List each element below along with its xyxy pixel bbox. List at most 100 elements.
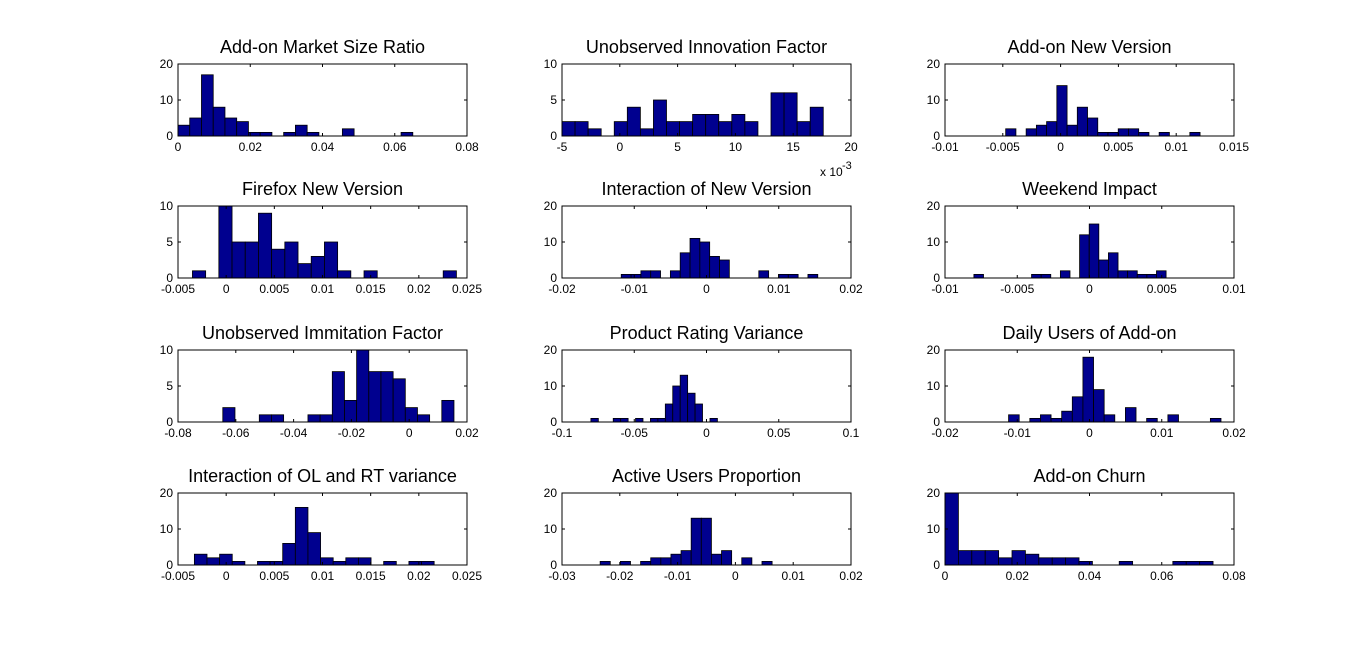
histogram-bar bbox=[392, 378, 406, 423]
x-tick-label: 0.01 bbox=[1150, 426, 1174, 440]
histogram-bar bbox=[679, 121, 694, 137]
histogram-bar bbox=[222, 407, 236, 423]
x-tick-label: 0 bbox=[703, 282, 710, 296]
x-tick-label: 0 bbox=[223, 569, 230, 583]
x-tick-label: 0.025 bbox=[452, 282, 482, 296]
histogram-bar bbox=[690, 517, 702, 566]
subplot-9: -0.02 -0.01 0 0.01 0.02 0 10 20 Daily Users of A… bbox=[927, 323, 1246, 440]
histogram-bar bbox=[1005, 128, 1017, 137]
histogram-bar bbox=[657, 417, 666, 423]
histogram-bar bbox=[574, 121, 589, 137]
chart-title: Firefox New Version bbox=[242, 179, 403, 199]
y-tick-label: 20 bbox=[160, 486, 174, 500]
histogram-bar bbox=[421, 561, 435, 566]
histogram-bar bbox=[635, 417, 644, 423]
x-tick-label: 0.08 bbox=[1222, 569, 1246, 583]
x-tick-label: 0.01 bbox=[1222, 282, 1246, 296]
histogram-bar bbox=[973, 273, 984, 279]
y-tick-label: 20 bbox=[927, 57, 941, 71]
histogram-bar bbox=[653, 99, 667, 137]
histogram-bar bbox=[741, 557, 753, 566]
histogram-bar bbox=[612, 417, 622, 423]
histogram-bar bbox=[257, 561, 271, 566]
histogram-bar bbox=[1056, 85, 1068, 137]
x-tick-label: 0.01 bbox=[311, 282, 335, 296]
histogram-bar bbox=[664, 403, 674, 423]
histogram-bar bbox=[441, 399, 455, 423]
chart-title: Interaction of OL and RT variance bbox=[188, 466, 457, 486]
subplot-8: -0.1 -0.05 0 0.05 0.1 0 10 20 Product Rating Var… bbox=[544, 323, 860, 440]
histogram-bar bbox=[620, 273, 632, 279]
histogram-bar bbox=[201, 74, 214, 137]
chart-title: Add-on Churn bbox=[1033, 466, 1145, 486]
histogram-bar bbox=[680, 550, 692, 566]
histogram-bar bbox=[1035, 124, 1048, 137]
x-tick-label: 0.04 bbox=[311, 140, 335, 154]
chart-title: Unobserved Innovation Factor bbox=[586, 37, 827, 57]
histogram-bar bbox=[1050, 417, 1063, 423]
y-tick-label: 10 bbox=[927, 522, 941, 536]
histogram-bar bbox=[1189, 131, 1201, 137]
histogram-bar bbox=[599, 561, 611, 566]
histogram-bar bbox=[783, 92, 798, 137]
x-tick-label: -0.02 bbox=[606, 569, 634, 583]
histogram-bar bbox=[193, 553, 208, 566]
histogram-bar bbox=[770, 92, 785, 137]
x-tick-label: 0.02 bbox=[1006, 569, 1030, 583]
histogram-bar bbox=[1061, 410, 1073, 423]
histogram-bar bbox=[408, 561, 422, 566]
x-tick-label: -0.02 bbox=[548, 282, 576, 296]
histogram-bar bbox=[400, 131, 414, 137]
histogram-bar bbox=[1046, 121, 1058, 137]
x-tick-label: 0.01 bbox=[767, 282, 791, 296]
histogram-bar bbox=[1025, 128, 1037, 137]
histogram-bar bbox=[1076, 106, 1088, 137]
y-tick-label: 0 bbox=[166, 415, 173, 429]
histogram-bar bbox=[294, 506, 309, 566]
x-tick-label: -0.08 bbox=[164, 426, 192, 440]
x-axis-exponent-power: -3 bbox=[842, 160, 852, 172]
y-tick-label: 20 bbox=[927, 343, 941, 357]
x-tick-label: 0.06 bbox=[1150, 569, 1174, 583]
histogram-bar bbox=[231, 241, 246, 279]
histogram-bar bbox=[958, 550, 973, 566]
histogram-bar bbox=[206, 557, 221, 566]
histogram-bar bbox=[984, 550, 1000, 566]
histogram-bar bbox=[660, 557, 672, 566]
histogram-bar bbox=[332, 561, 347, 566]
histogram-bar bbox=[177, 124, 191, 137]
x-tick-label: 0.08 bbox=[455, 140, 479, 154]
subplot-1: 0 0.02 0.04 0.06 0.08 0 10 20 Add-on Market Size… bbox=[160, 37, 479, 154]
histogram-bar bbox=[192, 270, 207, 279]
x-tick-label: -0.01 bbox=[664, 569, 692, 583]
x-tick-label: 0.02 bbox=[407, 569, 431, 583]
y-tick-label: 0 bbox=[933, 415, 940, 429]
y-tick-label: 0 bbox=[933, 129, 940, 143]
y-tick-label: 10 bbox=[160, 93, 174, 107]
x-tick-label: 0.01 bbox=[782, 569, 806, 583]
chart-title: Interaction of New Version bbox=[601, 179, 811, 199]
chart-title: Add-on Market Size Ratio bbox=[220, 37, 425, 57]
x-tick-label: 0.04 bbox=[1078, 569, 1102, 583]
y-tick-label: 10 bbox=[544, 522, 558, 536]
x-tick-label: -0.01 bbox=[931, 140, 959, 154]
x-axis-exponent: x 10 bbox=[820, 165, 843, 179]
histogram-bar bbox=[358, 557, 372, 566]
histogram-bar bbox=[1146, 273, 1157, 279]
histogram-bar bbox=[1065, 557, 1080, 566]
histogram-bar bbox=[718, 121, 733, 137]
histogram-bar bbox=[630, 273, 642, 279]
histogram-bar bbox=[679, 252, 691, 279]
x-tick-label: 5 bbox=[674, 140, 681, 154]
x-tick-label: 0.1 bbox=[843, 426, 860, 440]
histogram-bar bbox=[1117, 270, 1129, 279]
subplot-4: -0.005 0 0.005 0.01 0.015 0.02 0.0250510Firefo… bbox=[160, 179, 483, 296]
histogram-bar bbox=[244, 241, 259, 279]
histogram-bar bbox=[1185, 561, 1201, 566]
histogram-bar bbox=[1038, 557, 1053, 566]
y-tick-label: 10 bbox=[927, 235, 941, 249]
x-tick-label: 0 bbox=[732, 569, 739, 583]
x-tick-label: 10 bbox=[729, 140, 743, 154]
histogram-bar bbox=[380, 371, 394, 423]
